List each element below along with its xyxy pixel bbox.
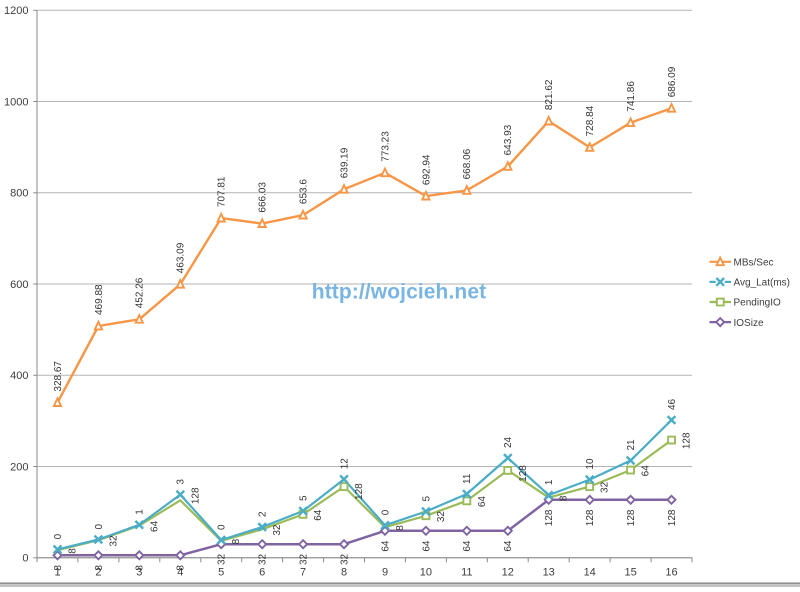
svg-text:64: 64 [503,540,514,552]
svg-text:800: 800 [10,188,28,200]
svg-text:8: 8 [68,548,79,554]
svg-text:10: 10 [420,567,432,579]
svg-text:64: 64 [477,496,488,508]
svg-text:13: 13 [543,567,555,579]
svg-text:12: 12 [339,458,350,470]
svg-text:46: 46 [667,398,678,410]
svg-text:1: 1 [135,509,146,515]
svg-text:3: 3 [136,567,142,579]
svg-text:64: 64 [313,509,324,521]
svg-text:741.86: 741.86 [626,81,637,112]
svg-text:5: 5 [218,567,224,579]
svg-text:8: 8 [176,565,187,571]
svg-text:11: 11 [461,567,472,579]
svg-text:0: 0 [22,553,28,565]
svg-text:128: 128 [518,465,529,482]
svg-text:64: 64 [380,540,391,552]
svg-text:128: 128 [544,509,555,526]
svg-text:64: 64 [641,465,652,477]
svg-text:128: 128 [585,509,596,526]
svg-text:1: 1 [544,479,555,485]
svg-text:1000: 1000 [4,96,28,108]
svg-text:64: 64 [421,540,432,552]
svg-text:452.26: 452.26 [135,277,146,308]
svg-text:8: 8 [53,565,64,571]
svg-text:32: 32 [339,553,350,565]
svg-text:MBs/Sec: MBs/Sec [734,258,774,269]
svg-text:32: 32 [258,553,269,565]
svg-text:32: 32 [108,535,119,547]
svg-text:707.81: 707.81 [217,176,228,207]
svg-text:64: 64 [462,540,473,552]
svg-text:64: 64 [149,520,160,532]
svg-text:400: 400 [10,370,28,382]
svg-text:7: 7 [300,567,306,579]
svg-text:32: 32 [436,511,447,523]
svg-text:3: 3 [176,479,187,485]
svg-text:128: 128 [682,432,693,449]
svg-text:0: 0 [53,533,64,539]
svg-text:8: 8 [395,525,406,531]
svg-text:10: 10 [585,458,596,470]
svg-text:692.94: 692.94 [421,154,432,185]
svg-text:8: 8 [135,565,146,571]
svg-text:32: 32 [217,553,228,565]
svg-text:12: 12 [502,567,514,579]
svg-text:14: 14 [584,567,596,579]
svg-text:2: 2 [258,511,269,517]
svg-text:128: 128 [190,487,201,504]
svg-text:728.84: 728.84 [585,105,596,136]
svg-text:32: 32 [299,553,310,565]
svg-text:643.93: 643.93 [503,124,514,155]
svg-text:24: 24 [503,436,514,448]
svg-text:0: 0 [94,524,105,530]
svg-text:0: 0 [380,509,391,515]
svg-text:469.88: 469.88 [94,284,105,315]
svg-text:6: 6 [259,567,265,579]
svg-text:32: 32 [272,524,283,536]
svg-text:9: 9 [382,567,388,579]
svg-text:653.6: 653.6 [299,179,310,204]
svg-text:11: 11 [462,473,473,484]
svg-text:1200: 1200 [4,5,28,17]
svg-text:128: 128 [354,483,365,500]
svg-text:8: 8 [559,495,570,501]
svg-text:639.19: 639.19 [339,147,350,178]
svg-text:8: 8 [341,567,347,579]
svg-text:Avg_Lat(ms): Avg_Lat(ms) [734,278,791,289]
svg-text:686.09: 686.09 [667,66,678,97]
svg-text:15: 15 [624,567,636,579]
svg-text:4: 4 [177,567,183,579]
svg-text:0: 0 [217,524,228,530]
svg-text:773.23: 773.23 [380,131,391,162]
svg-text:600: 600 [10,279,28,291]
svg-text:128: 128 [626,509,637,526]
svg-text:8: 8 [94,565,105,571]
svg-text:668.06: 668.06 [462,148,473,179]
svg-text:821.62: 821.62 [544,79,555,110]
svg-text:32: 32 [600,481,611,493]
svg-text:200: 200 [10,461,28,473]
svg-text:8: 8 [231,538,242,544]
svg-text:2: 2 [95,567,101,579]
svg-text:666.03: 666.03 [258,182,269,213]
svg-text:21: 21 [626,439,637,451]
svg-text:1: 1 [54,567,60,579]
svg-text:5: 5 [299,495,310,501]
svg-text:16: 16 [665,567,677,579]
svg-text:PendingIO: PendingIO [734,298,781,309]
svg-text:463.09: 463.09 [176,242,187,273]
svg-text:http://wojcieh.net: http://wojcieh.net [312,281,486,304]
svg-text:128: 128 [667,509,678,526]
svg-text:5: 5 [421,496,432,502]
svg-text:IOSize: IOSize [734,318,764,329]
svg-text:328.67: 328.67 [53,361,64,392]
